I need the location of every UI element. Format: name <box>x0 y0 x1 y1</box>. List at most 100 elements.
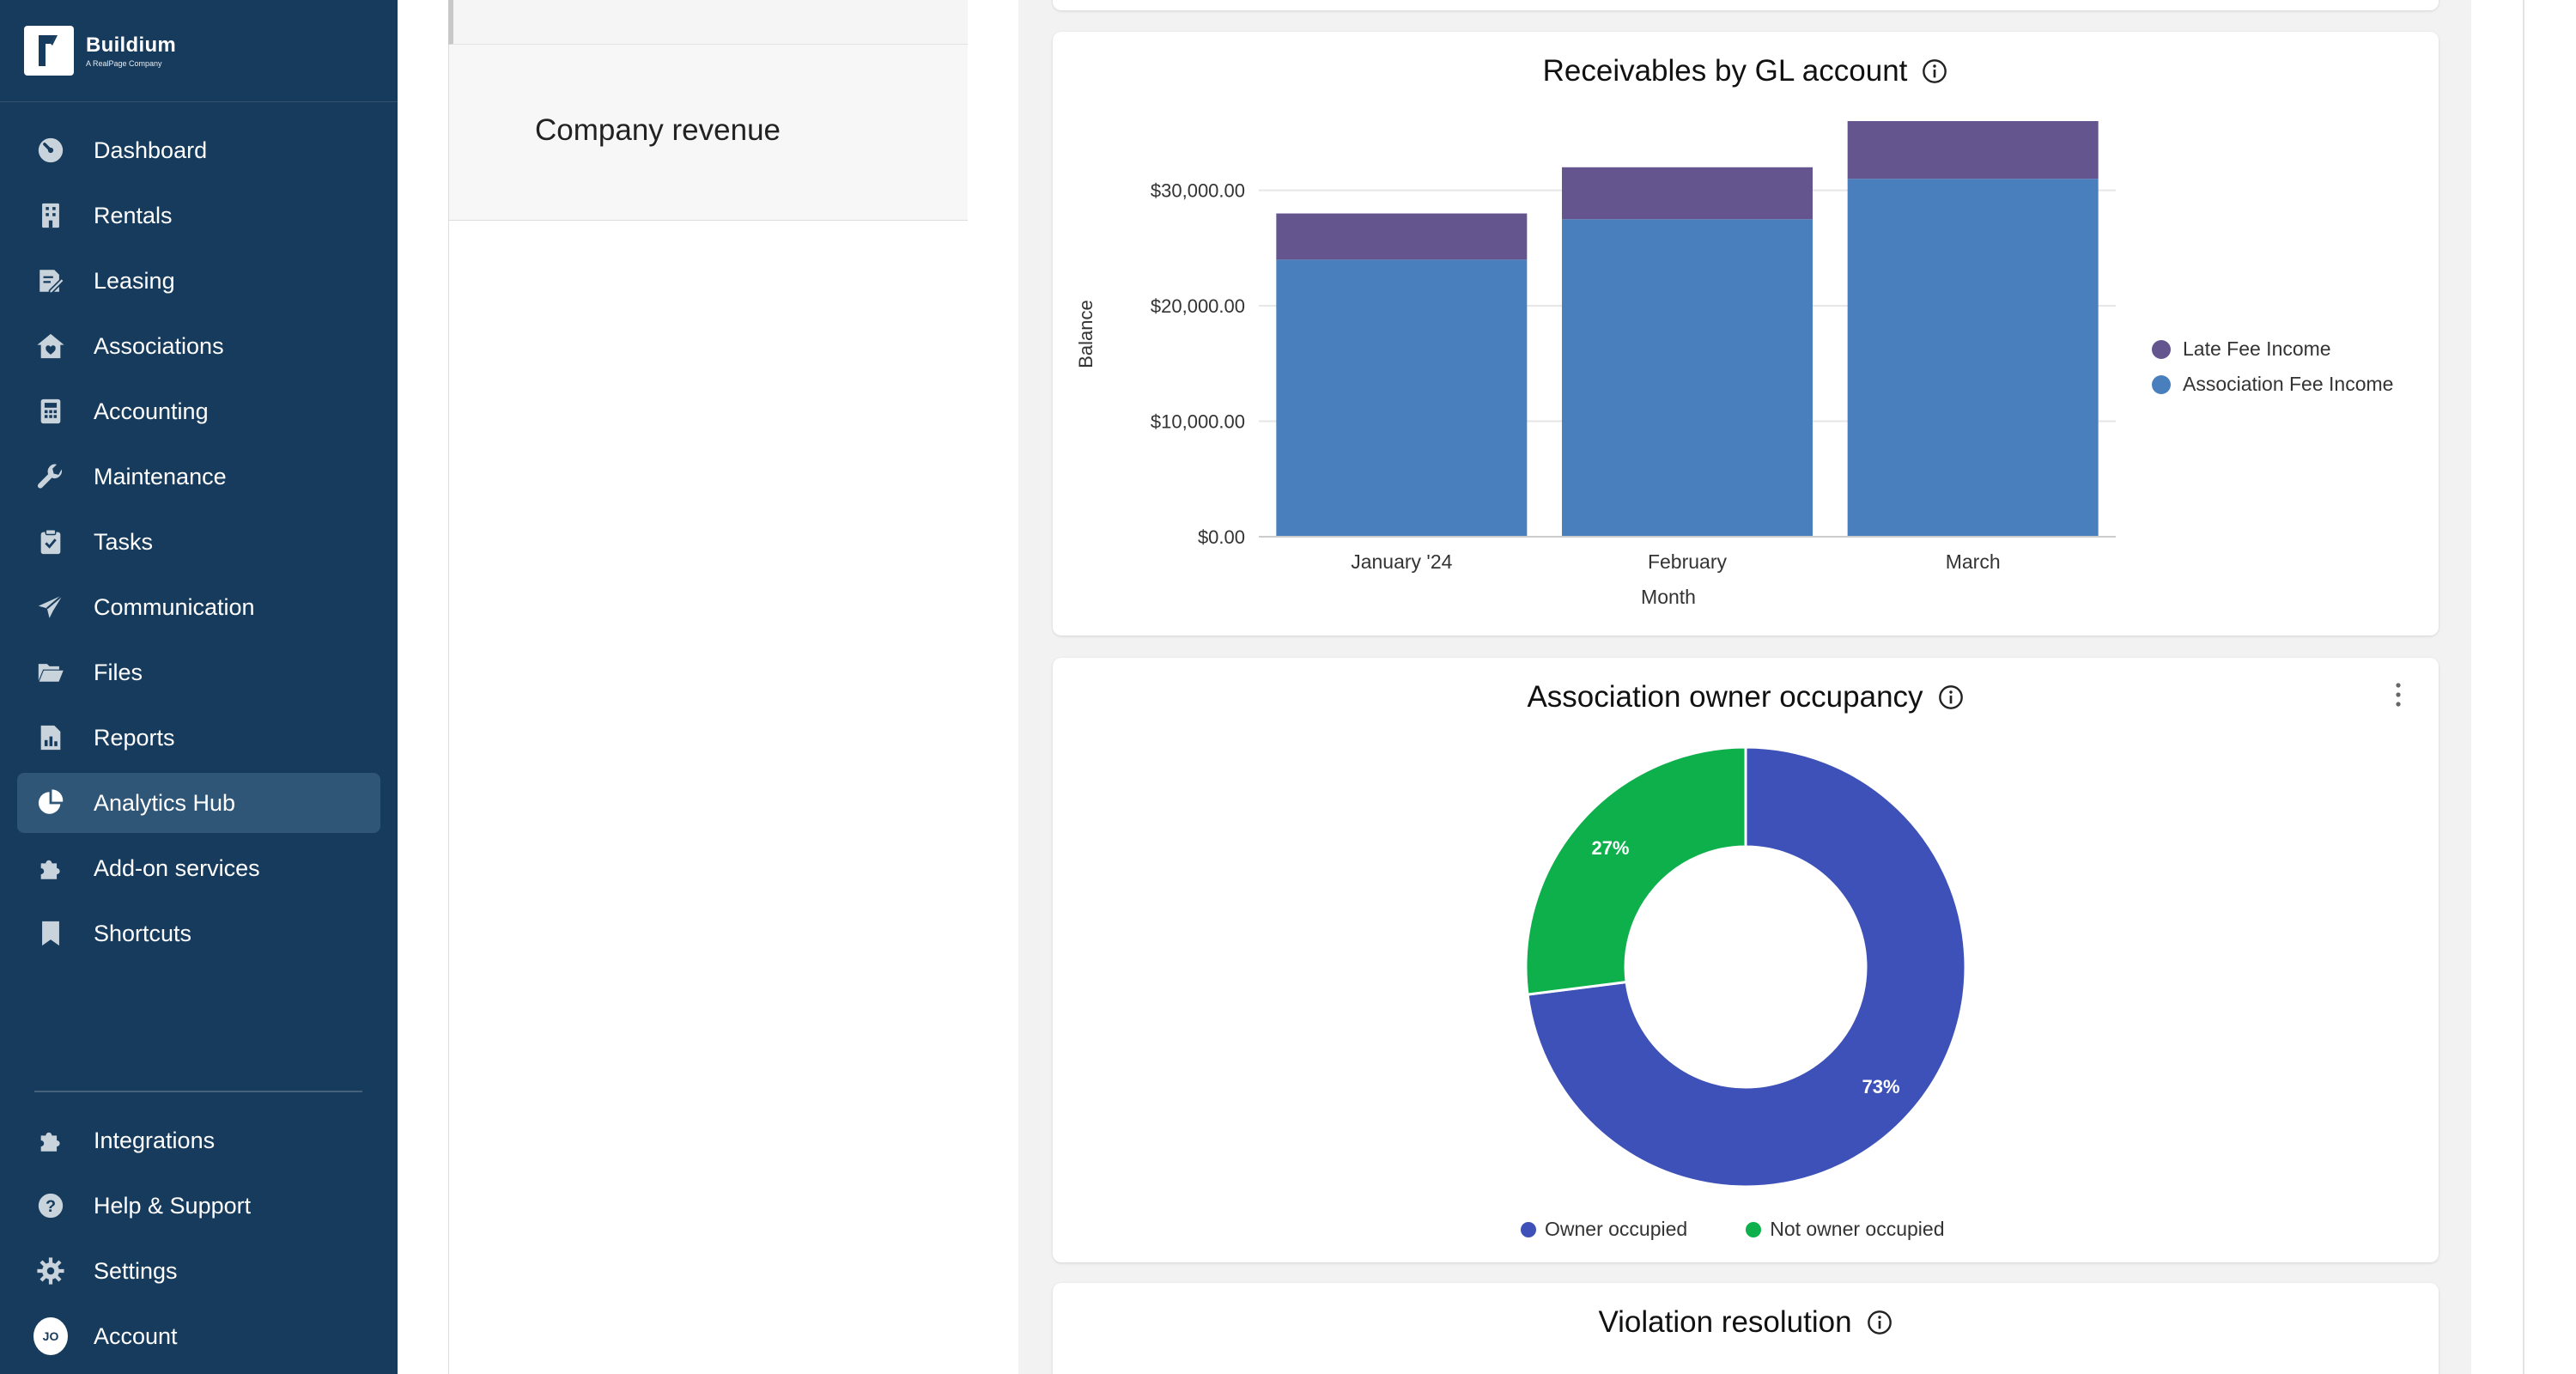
nav-label: Reports <box>94 724 175 751</box>
nav-item-files[interactable]: Files <box>17 642 380 702</box>
nav-item-shortcuts[interactable]: Shortcuts <box>17 903 380 964</box>
bar-late-fee-income[interactable] <box>1562 167 1813 220</box>
nav-item-reports[interactable]: Reports <box>17 708 380 768</box>
nav-item-help-support[interactable]: ? Help & Support <box>17 1176 380 1236</box>
nav-label: Integrations <box>94 1127 216 1153</box>
report-list-item-previous[interactable] <box>448 0 968 45</box>
card-title-row: Violation resolution <box>1053 1305 2439 1340</box>
nav-item-dashboard[interactable]: Dashboard <box>17 120 380 180</box>
card-title-row: Receivables by GL account <box>1053 54 2439 88</box>
x-tick-label: February <box>1648 550 1728 573</box>
legend-dot <box>2152 339 2171 359</box>
nav-label: Tasks <box>94 528 154 555</box>
y-tick-label: $10,000.00 <box>1151 411 1245 433</box>
bar-association-fee-income[interactable] <box>1276 259 1528 537</box>
brand-name: Buildium <box>86 33 177 57</box>
bar-late-fee-income[interactable] <box>1847 121 2099 179</box>
nav-item-rentals[interactable]: Rentals <box>17 185 380 246</box>
nav-label: Help & Support <box>94 1192 252 1219</box>
bar-late-fee-income[interactable] <box>1276 213 1528 260</box>
legend-label: Owner occupied <box>1545 1218 1688 1240</box>
association-house-icon <box>33 329 68 363</box>
legend-item-late-fee-income[interactable]: Late Fee Income <box>2152 337 2393 361</box>
slice-label: 73% <box>1862 1076 1900 1097</box>
nav-separator <box>34 1091 362 1092</box>
x-tick-label: January '24 <box>1351 550 1452 573</box>
brand-logo[interactable]: Buildium A RealPage Company <box>24 26 176 76</box>
buildium-logo-icon <box>24 26 74 76</box>
brand-divider <box>0 101 398 102</box>
y-tick-label: $20,000.00 <box>1151 295 1245 317</box>
legend-label: Late Fee Income <box>2183 337 2331 360</box>
nav-label: Associations <box>94 332 224 359</box>
info-icon[interactable] <box>1921 58 1948 85</box>
occupancy-card: Association owner occupancy 73% 27% Owner… <box>1053 658 2439 1262</box>
slice-owner-occupied[interactable] <box>1526 745 1967 1189</box>
x-tick-label: March <box>1946 550 2001 573</box>
bar-association-fee-income[interactable] <box>1562 219 1813 537</box>
legend-item-association-fee-income[interactable]: Association Fee Income <box>2152 373 2393 396</box>
nav-item-integrations[interactable]: Integrations <box>17 1110 380 1170</box>
occupancy-donut-chart: 73% 27% <box>1524 745 1967 1189</box>
report-list-empty-area <box>448 221 968 1374</box>
info-icon[interactable] <box>1866 1309 1893 1336</box>
nav-label: Leasing <box>94 267 175 294</box>
slice-not-owner-occupied[interactable] <box>1524 745 1747 996</box>
nav-item-tasks[interactable]: Tasks <box>17 512 380 572</box>
avatar: JO <box>33 1317 68 1355</box>
nav-item-account[interactable]: JO Account <box>17 1306 380 1366</box>
sidebar: Buildium A RealPage Company Dashboard Re… <box>0 0 398 1374</box>
nav-label: Maintenance <box>94 463 227 489</box>
report-list-item-label: Company revenue <box>535 113 781 147</box>
building-icon <box>33 198 68 233</box>
nav-label: Communication <box>94 593 255 620</box>
legend-dot <box>1521 1221 1536 1237</box>
nav-item-settings[interactable]: Settings <box>17 1241 380 1301</box>
dashboard-icon <box>33 133 68 167</box>
nav-item-analytics-hub[interactable]: Analytics Hub <box>17 773 380 833</box>
legend-label: Association Fee Income <box>2183 373 2394 395</box>
y-axis-label: Balance <box>1075 300 1097 368</box>
help-circle-icon: ? <box>33 1189 68 1223</box>
nav-label: Add-on services <box>94 854 260 881</box>
svg-text:?: ? <box>46 1197 56 1216</box>
avatar-initials: JO <box>33 1317 68 1355</box>
nav-label: Account <box>94 1322 178 1349</box>
nav-item-add-on-services[interactable]: Add-on services <box>17 838 380 898</box>
card-title: Association owner occupancy <box>1527 680 1923 714</box>
nav-item-maintenance[interactable]: Maintenance <box>17 447 380 507</box>
nav-item-leasing[interactable]: Leasing <box>17 251 380 311</box>
content-divider <box>2523 0 2524 1374</box>
gear-icon <box>33 1254 68 1288</box>
legend-item-owner-occupied[interactable]: Owner occupied <box>1521 1218 1687 1241</box>
info-icon[interactable] <box>1937 684 1965 711</box>
y-tick-label: $0.00 <box>1198 526 1245 548</box>
occupancy-legend: Owner occupied Not owner occupied <box>1521 1218 1945 1241</box>
nav-item-associations[interactable]: Associations <box>17 316 380 376</box>
clipboard-check-icon <box>33 525 68 559</box>
previous-card <box>1053 0 2439 10</box>
puzzle-icon <box>33 1123 68 1158</box>
report-document-icon <box>33 720 68 755</box>
nav-item-accounting[interactable]: Accounting <box>17 381 380 441</box>
legend-dot <box>2152 374 2171 394</box>
bookmark-icon <box>33 916 68 951</box>
nav-label: Settings <box>94 1257 178 1284</box>
folder-open-icon <box>33 655 68 690</box>
report-list-item-company-revenue[interactable]: Company revenue <box>448 45 968 221</box>
paper-plane-icon <box>33 590 68 624</box>
nav-label: Files <box>94 659 143 685</box>
bar-association-fee-income[interactable] <box>1847 179 2099 537</box>
x-axis-label: Month <box>1641 586 1696 608</box>
nav-item-communication[interactable]: Communication <box>17 577 380 637</box>
nav-label: Rentals <box>94 202 173 228</box>
receivables-legend: Late Fee Income Association Fee Income <box>2152 337 2393 396</box>
y-tick-label: $30,000.00 <box>1151 180 1245 202</box>
bottom-nav: Integrations ? Help & Support Settings J… <box>17 1110 380 1371</box>
more-options-icon[interactable] <box>2392 680 2404 709</box>
slice-label: 27% <box>1591 837 1629 859</box>
pie-chart-icon <box>33 786 68 820</box>
legend-dot <box>1746 1221 1762 1237</box>
card-title-row: Association owner occupancy <box>1053 680 2439 714</box>
legend-item-not-owner-occupied[interactable]: Not owner occupied <box>1746 1218 1945 1241</box>
